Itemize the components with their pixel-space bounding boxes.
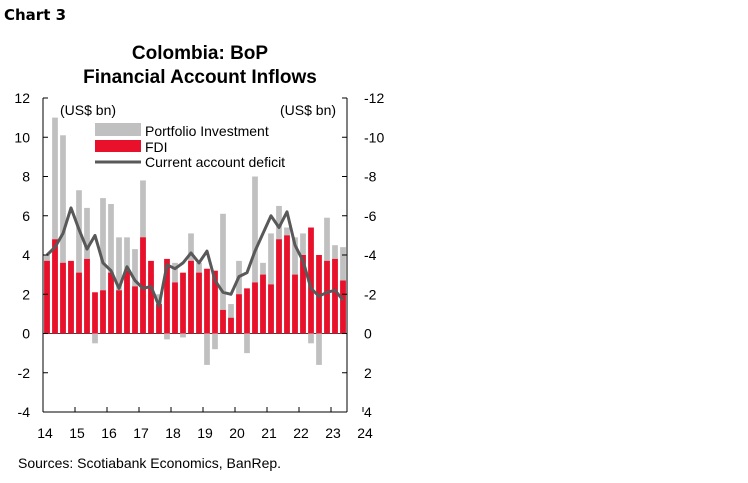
fdi-bar [156,304,162,334]
x-tick-label: 17 [133,425,149,441]
x-tick-label: 21 [261,425,277,441]
fdi-bar [244,288,250,334]
x-tick-label: 18 [165,425,181,441]
portfolio-bar [76,190,82,334]
x-tick-label: 19 [197,425,213,441]
x-tick-label: 16 [101,425,117,441]
fdi-bar [132,286,138,334]
fdi-bar [164,258,170,334]
fdi-bar [204,268,210,334]
left-tick-label: -2 [18,365,31,381]
right-tick-label: -10 [364,129,384,145]
fdi-bar [180,272,186,334]
left-tick-label: 12 [14,90,30,106]
legend-swatch-portfolio [95,123,141,136]
right-tick-label: 2 [364,365,372,381]
x-tick-label: 23 [325,425,341,441]
x-tick-label: 22 [293,425,309,441]
fdi-bar [76,272,82,334]
fdi-bar [52,239,58,334]
left-tick-label: 4 [22,247,30,263]
chart-title-line1: Colombia: BoP [131,43,269,64]
left-tick-label: -4 [18,404,31,420]
portfolio-bar [212,333,218,350]
portfolio-bar [92,333,98,344]
legend-label: Portfolio Investment [145,123,269,139]
fdi-bar [332,258,338,334]
right-tick-label: -8 [364,169,377,185]
left-tick-label: 2 [22,286,30,302]
legend-swatch-fdi [95,140,141,152]
portfolio-bar [180,333,186,338]
legend-label: FDI [145,139,168,155]
x-tick-label: 20 [229,425,245,441]
fdi-bar [212,270,218,334]
x-tick-label: 15 [69,425,85,441]
right-tick-label: 4 [364,404,372,420]
x-tick-label: 14 [37,425,53,441]
portfolio-bar [316,333,322,365]
fdi-bar [228,317,234,334]
fdi-bar [84,258,90,334]
left-tick-label: 6 [22,208,30,224]
fdi-bar [340,280,346,334]
right-tick-label: 0 [364,326,372,342]
fdi-bar [188,260,194,334]
chart-title-line2: Financial Account Inflows [83,67,317,88]
fdi-bar [324,260,330,334]
portfolio-bar [244,333,250,354]
portfolio-bar [268,233,274,334]
fdi-bar [148,260,154,334]
x-tick-label: 24 [357,425,373,441]
portfolio-bar [204,333,210,365]
fdi-bar [172,282,178,334]
portfolio-bar [100,198,106,334]
portfolio-bar [164,333,170,340]
fdi-bar [220,309,226,334]
right-tick-label: -4 [364,247,377,263]
fdi-bar [308,227,314,334]
right-unit-label: (US$ bn) [280,102,336,118]
fdi-bar [108,272,114,334]
fdi-bar [124,270,130,334]
portfolio-bar [52,117,58,334]
chart-number-label: Chart 3 [4,6,67,24]
fdi-bar [284,235,290,334]
left-unit-label: (US$ bn) [60,102,116,118]
fdi-bar [68,260,74,334]
line-layer [45,206,345,308]
fdi-bar [260,274,266,334]
legend-label: Current account deficit [145,154,285,170]
left-tick-label: 8 [22,169,30,185]
fdi-bar [292,274,298,334]
right-tick-label: -6 [364,208,377,224]
fdi-bar [44,260,50,334]
fdi-bar [268,284,274,334]
left-tick-label: 10 [14,129,30,145]
fdi-bar [252,282,258,334]
fdi-bar [116,290,122,334]
fdi-bar [300,255,306,334]
fdi-bar [196,272,202,334]
fdi-bar [236,294,242,334]
right-tick-label: -12 [364,90,384,106]
fdi-bar [140,237,146,334]
portfolio-bar [220,213,226,334]
fdi-bar [60,262,66,334]
fdi-bar [276,239,282,334]
source-note: Sources: Scotiabank Economics, BanRep. [18,455,282,471]
right-tick-label: -2 [364,286,377,302]
fdi-bar [92,292,98,334]
fdi-bar [100,290,106,334]
portfolio-bar [308,333,314,344]
current-account-deficit-line [45,206,345,308]
left-tick-label: 0 [22,326,30,342]
